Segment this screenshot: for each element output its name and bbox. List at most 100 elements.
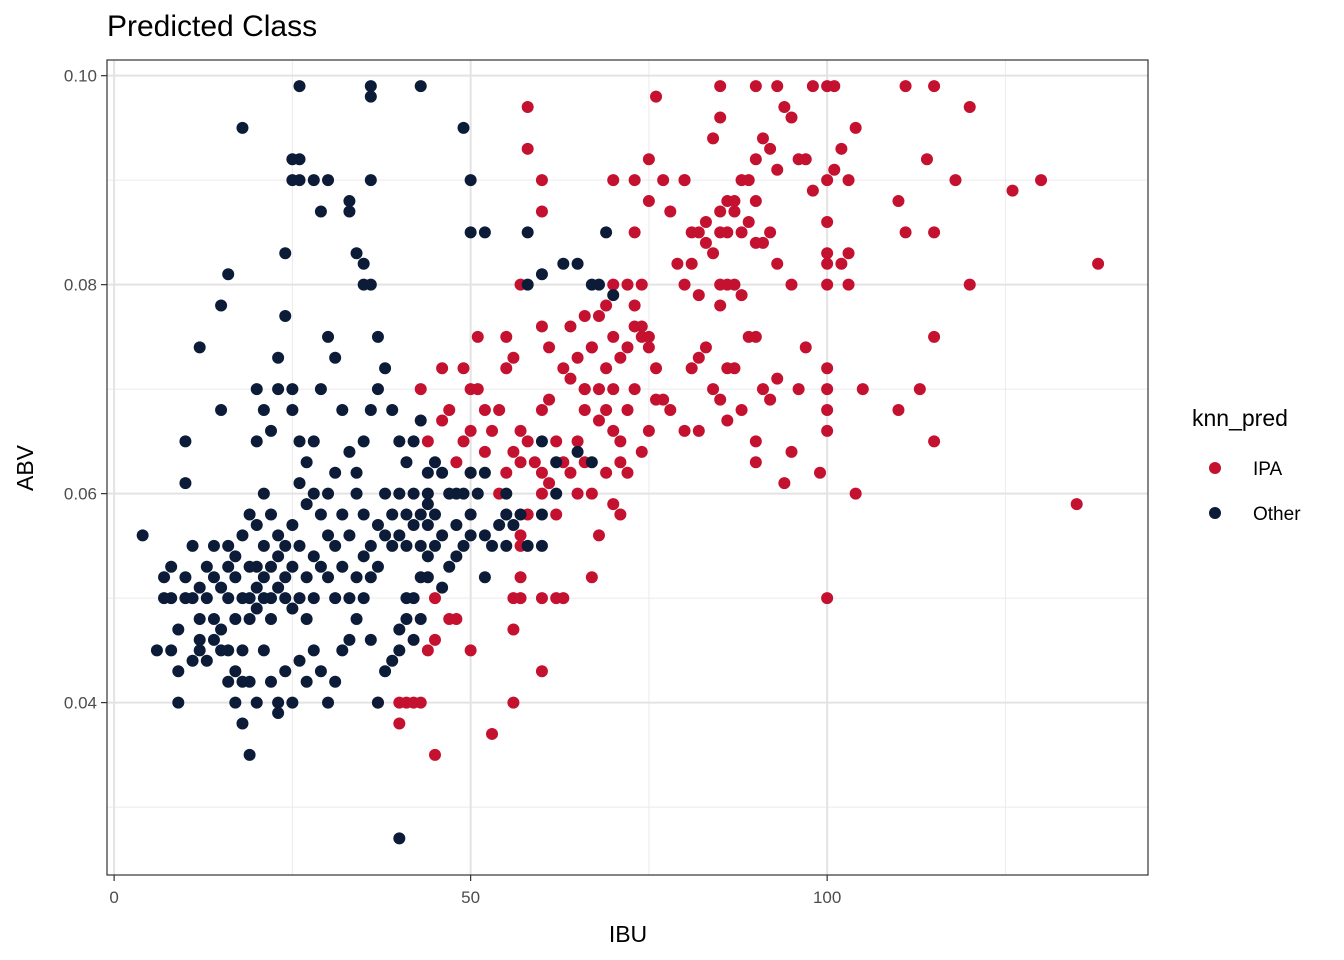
data-point [350,571,363,584]
data-point [279,247,292,260]
data-point [471,330,484,343]
data-point [179,435,192,448]
data-point [250,435,263,448]
data-point [628,383,641,396]
data-point [707,132,720,145]
data-point [393,644,406,657]
data-point [421,498,434,511]
data-point [293,80,306,93]
data-point [628,299,641,312]
data-point [828,80,841,93]
data-point [585,456,598,469]
data-point [685,362,698,375]
data-point [592,278,605,291]
data-point [749,435,762,448]
data-point [592,529,605,542]
data-point [314,383,327,396]
data-point [229,550,242,563]
data-point [371,560,384,573]
data-point [471,383,484,396]
data-point [521,101,534,114]
data-point [250,581,263,594]
data-point [507,623,520,636]
data-point [514,592,527,605]
data-point [200,560,213,573]
data-point [357,435,370,448]
data-point [500,466,513,479]
data-point [657,174,670,187]
data-point [692,351,705,364]
data-point [550,456,563,469]
data-point [771,257,784,270]
y-axis-title: ABV [12,444,38,491]
data-point [607,174,620,187]
data-point [300,498,313,511]
data-point [842,247,855,260]
data-point [350,466,363,479]
data-point [307,174,320,187]
data-point [478,445,491,458]
data-point [257,571,270,584]
data-point [635,278,648,291]
data-point [535,205,548,218]
data-point [607,383,620,396]
data-point [293,592,306,605]
data-point [414,80,427,93]
data-point [279,309,292,322]
data-point [842,278,855,291]
data-point [535,404,548,417]
data-point [165,644,178,657]
data-point [478,466,491,479]
data-point [229,613,242,626]
data-point [821,424,834,437]
x-axis-title: IBU [609,921,647,947]
data-point [600,226,613,239]
data-point [307,550,320,563]
data-point [628,226,641,239]
data-point [279,539,292,552]
data-point [307,592,320,605]
data-point [272,550,285,563]
data-point [749,456,762,469]
data-point [493,518,506,531]
data-point [343,195,356,208]
data-point [592,309,605,322]
data-point [243,613,256,626]
data-point [685,226,698,239]
data-point [920,153,933,166]
data-point [728,362,741,375]
data-point [350,247,363,260]
data-point [771,80,784,93]
data-point [379,529,392,542]
data-point [635,320,648,333]
data-point [414,383,427,396]
data-point [236,529,249,542]
data-points [136,80,1105,845]
data-point [535,466,548,479]
data-point [357,550,370,563]
data-point [821,362,834,375]
data-point [607,278,620,291]
data-point [329,675,342,688]
data-point [215,644,228,657]
data-point [799,341,812,354]
data-point [528,456,541,469]
data-point [215,404,228,417]
data-point [279,665,292,678]
data-point [749,80,762,93]
data-point [272,581,285,594]
legend: knn_pred IPA Other [1192,405,1301,525]
data-point [336,508,349,521]
data-point [835,257,848,270]
data-point [329,592,342,605]
data-point [215,623,228,636]
data-point [300,571,313,584]
data-point [193,581,206,594]
data-point [771,163,784,176]
data-point [535,592,548,605]
data-point [450,487,463,500]
data-point [464,529,477,542]
data-point [714,80,727,93]
data-point [799,153,812,166]
data-point [949,174,962,187]
